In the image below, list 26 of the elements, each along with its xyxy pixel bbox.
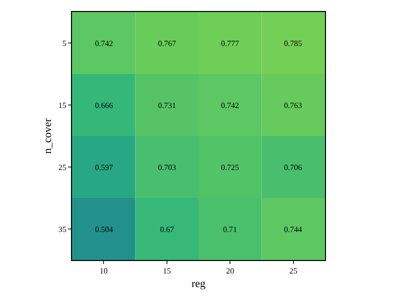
data-label: 0.731 bbox=[158, 101, 176, 110]
y-tick-label: 15 bbox=[58, 100, 66, 110]
data-label: 0.703 bbox=[158, 163, 176, 172]
data-label: 0.597 bbox=[95, 163, 113, 172]
x-tick-label: 25 bbox=[289, 266, 298, 276]
data-label: 0.725 bbox=[221, 163, 239, 172]
x-tick-label: 15 bbox=[162, 266, 171, 276]
data-label: 0.71 bbox=[223, 225, 237, 234]
y-tick-label: 35 bbox=[58, 224, 66, 234]
x-tick-label: 20 bbox=[226, 266, 234, 276]
y-axis-title: n_cover bbox=[42, 118, 54, 154]
data-label: 0.744 bbox=[284, 225, 302, 234]
y-tick-label: 25 bbox=[58, 162, 66, 172]
data-label: 0.666 bbox=[95, 101, 113, 110]
x-axis-title: reg bbox=[191, 278, 206, 290]
data-label: 0.777 bbox=[221, 39, 239, 48]
data-label: 0.767 bbox=[158, 39, 176, 48]
data-label: 0.504 bbox=[95, 225, 113, 234]
x-tick-label: 10 bbox=[100, 266, 108, 276]
data-label: 0.785 bbox=[284, 39, 302, 48]
y-tick-label: 5 bbox=[62, 38, 66, 48]
data-label: 0.67 bbox=[160, 225, 174, 234]
data-label: 0.742 bbox=[95, 39, 113, 48]
data-label: 0.742 bbox=[221, 101, 239, 110]
data-label: 0.706 bbox=[284, 163, 302, 172]
data-label: 0.763 bbox=[284, 101, 302, 110]
